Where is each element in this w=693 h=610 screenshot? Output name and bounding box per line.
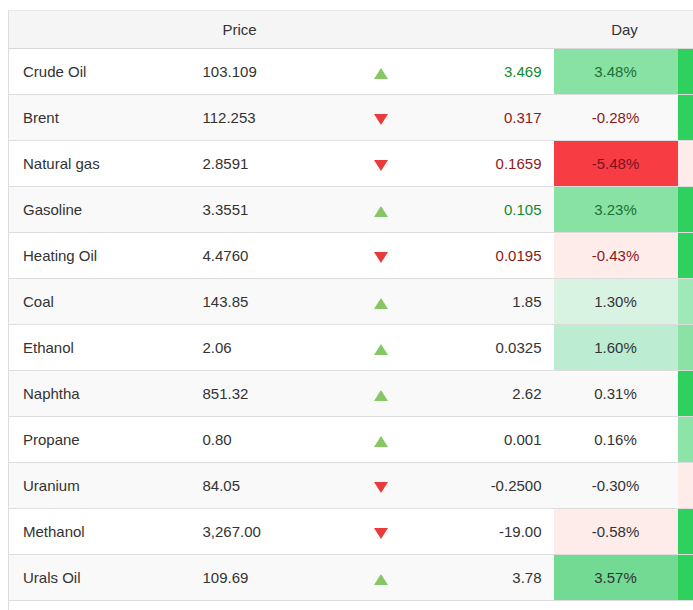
table-row: Crude Oil 103.109 3.469 3.48% — [9, 49, 693, 95]
change-value: 0.001 — [431, 417, 554, 463]
price-value: 143.85 — [195, 279, 331, 325]
weekly-cell-cut — [678, 95, 693, 141]
commodity-link[interactable]: Methanol — [9, 509, 195, 555]
day-percent-cell: 1.30% — [554, 279, 678, 325]
change-value: 1.85 — [431, 279, 554, 325]
commodity-link[interactable]: Uranium — [9, 463, 195, 509]
up-arrow-icon — [374, 344, 388, 355]
down-arrow-icon — [374, 160, 388, 171]
header-spacer-arrow — [331, 11, 431, 49]
day-percent-cell: 1.60% — [554, 325, 678, 371]
weekly-cell-cut — [678, 141, 693, 187]
table-row: Urals Oil 109.69 3.78 3.57% — [9, 555, 693, 601]
up-arrow-icon — [374, 68, 388, 79]
up-arrow-icon — [374, 574, 388, 585]
price-value: 2.8591 — [195, 141, 331, 187]
day-percent-cell: 3.48% — [554, 49, 678, 95]
table-row: Gasoline 3.3551 0.105 3.23% — [9, 187, 693, 233]
price-value: 84.05 — [195, 463, 331, 509]
commodities-panel: Price Day Crude Oil 103.109 3.469 3.48% … — [0, 0, 693, 610]
price-value: 103.109 — [195, 49, 331, 95]
change-value: 3.469 — [431, 49, 554, 95]
header-day: Day — [554, 11, 678, 49]
price-value: 2.06 — [195, 325, 331, 371]
down-arrow-icon — [374, 252, 388, 263]
commodity-link[interactable]: Heating Oil — [9, 233, 195, 279]
commodity-link[interactable]: Urals Oil — [9, 555, 195, 601]
commodity-link[interactable]: Propane — [9, 417, 195, 463]
commodity-link[interactable]: Crude Oil — [9, 49, 195, 95]
up-arrow-icon — [374, 436, 388, 447]
table-row: Brent 112.253 0.317 -0.28% — [9, 95, 693, 141]
price-value: 4.4760 — [195, 233, 331, 279]
day-percent-cell: 3.57% — [554, 555, 678, 601]
commodity-link[interactable]: Brent — [9, 95, 195, 141]
day-percent-cell: -5.48% — [554, 141, 678, 187]
down-arrow-icon — [374, 482, 388, 493]
table-row: Natural gas 2.8591 0.1659 -5.48% — [9, 141, 693, 187]
day-percent-cell: -0.58% — [554, 509, 678, 555]
table-row: Propane 0.80 0.001 0.16% — [9, 417, 693, 463]
change-value: -19.00 — [431, 509, 554, 555]
day-percent-cell: -0.43% — [554, 233, 678, 279]
price-value: 109.69 — [195, 555, 331, 601]
change-value: 2.62 — [431, 371, 554, 417]
commodity-link[interactable]: Naphtha — [9, 371, 195, 417]
commodities-table: Price Day Crude Oil 103.109 3.469 3.48% … — [8, 10, 693, 610]
table-row: Ethanol 2.06 0.0325 1.60% — [9, 325, 693, 371]
table-row: Coal 143.85 1.85 1.30% — [9, 279, 693, 325]
commodity-link[interactable]: Natural gas — [9, 141, 195, 187]
header-price: Price — [195, 11, 331, 49]
change-value: 0.0325 — [431, 325, 554, 371]
change-value: 3.78 — [431, 555, 554, 601]
commodity-link[interactable]: Ethanol — [9, 325, 195, 371]
weekly-cell-cut — [678, 233, 693, 279]
day-percent-cell: -0.30% — [554, 463, 678, 509]
up-arrow-icon — [374, 298, 388, 309]
price-value: 851.32 — [195, 371, 331, 417]
day-percent-cell: 3.23% — [554, 187, 678, 233]
weekly-cell-cut — [678, 509, 693, 555]
weekly-cell-cut — [678, 555, 693, 601]
day-percent-cell: -0.28% — [554, 95, 678, 141]
weekly-cell-cut — [678, 325, 693, 371]
weekly-cell-cut — [678, 279, 693, 325]
weekly-cell-cut — [678, 49, 693, 95]
up-arrow-icon — [374, 390, 388, 401]
price-value: 3,267.00 — [195, 509, 331, 555]
price-value: 0.80 — [195, 417, 331, 463]
change-value: 0.317 — [431, 95, 554, 141]
down-arrow-icon — [374, 528, 388, 539]
weekly-cell-cut — [678, 463, 693, 509]
day-percent-cell: 0.31% — [554, 371, 678, 417]
down-arrow-icon — [374, 114, 388, 125]
table-row: Heating Oil 4.4760 0.0195 -0.43% — [9, 233, 693, 279]
day-percent-cell: 0.16% — [554, 417, 678, 463]
price-value: 112.253 — [195, 95, 331, 141]
price-value: 3.3551 — [195, 187, 331, 233]
change-value: 0.1659 — [431, 141, 554, 187]
table-row: Methanol 3,267.00 -19.00 -0.58% — [9, 509, 693, 555]
change-value: 0.105 — [431, 187, 554, 233]
weekly-cell-cut — [678, 417, 693, 463]
header-commodity — [9, 11, 195, 49]
commodity-link[interactable]: Gasoline — [9, 187, 195, 233]
weekly-cell-cut — [678, 371, 693, 417]
table-row: Uranium 84.05 -0.2500 -0.30% — [9, 463, 693, 509]
table-row-partial — [9, 601, 693, 610]
change-value: 0.0195 — [431, 233, 554, 279]
change-value: -0.2500 — [431, 463, 554, 509]
header-weekly-cut — [678, 11, 693, 49]
table-row: Naphtha 851.32 2.62 0.31% — [9, 371, 693, 417]
weekly-cell-cut — [678, 187, 693, 233]
up-arrow-icon — [374, 206, 388, 217]
header-spacer-change — [431, 11, 554, 49]
table-header-row: Price Day — [9, 11, 693, 49]
commodity-link[interactable]: Coal — [9, 279, 195, 325]
